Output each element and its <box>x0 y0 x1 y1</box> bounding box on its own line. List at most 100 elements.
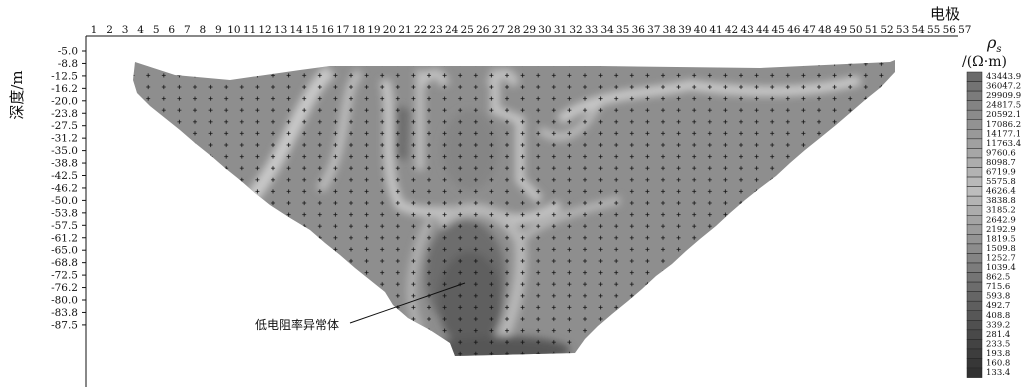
legend-value: 2192.9 <box>986 225 1016 235</box>
legend-value: 862.5 <box>986 273 1010 283</box>
depth-ticks: -5.0-8.8-12.5-16.2-20.0-23.8-27.5-31.2-3… <box>51 46 86 331</box>
legend-value: 17086.2 <box>986 120 1021 130</box>
electrode-label: 37 <box>647 24 660 36</box>
electrode-label: 46 <box>787 24 801 36</box>
electrode-label: 57 <box>958 24 971 36</box>
electrode-label: 49 <box>834 24 847 36</box>
legend-value: 14177.1 <box>986 129 1021 139</box>
electrode-label: 29 <box>523 24 536 36</box>
legend-swatch <box>966 224 983 235</box>
legend-value: 193.8 <box>986 349 1010 359</box>
legend-subscript: s <box>996 44 1001 55</box>
legend-value: 3185.2 <box>986 206 1016 216</box>
depth-label: -42.5 <box>51 170 78 182</box>
electrode-label: 39 <box>678 24 691 36</box>
depth-label: -27.5 <box>51 120 78 132</box>
legend-value: 20592.1 <box>986 110 1021 120</box>
electrode-label: 23 <box>429 24 442 36</box>
legend-value: 1819.5 <box>986 234 1016 244</box>
depth-label: -20.0 <box>51 95 78 107</box>
legend-swatch <box>966 100 983 111</box>
electrode-label: 9 <box>215 24 222 36</box>
legend-value: 4626.4 <box>986 187 1016 197</box>
electrode-label: 30 <box>538 24 551 36</box>
electrode-label: 22 <box>414 24 427 36</box>
legend-value: 492.7 <box>986 301 1010 311</box>
electrode-label: 51 <box>865 24 878 36</box>
electrode-label: 21 <box>398 24 411 36</box>
electrode-label: 45 <box>772 24 785 36</box>
electrode-label: 48 <box>818 24 831 36</box>
electrode-label: 36 <box>632 24 646 36</box>
electrode-label: 18 <box>352 24 365 36</box>
electrode-label: 31 <box>554 24 567 36</box>
legend-value: 43443.9 <box>986 72 1021 82</box>
legend-value: 2642.9 <box>986 215 1016 225</box>
legend-value: 1039.4 <box>986 263 1016 273</box>
legend-swatch <box>966 81 983 92</box>
legend-swatch <box>966 215 983 226</box>
legend-swatch <box>966 167 983 178</box>
depth-label: -31.2 <box>51 133 78 145</box>
electrode-axis-label: 电极 <box>930 5 960 23</box>
electrode-label: 1 <box>91 24 98 36</box>
depth-label: -53.8 <box>51 207 78 219</box>
electrode-label: 40 <box>694 24 707 36</box>
legend-rho: ρ <box>986 33 997 52</box>
resistivity-section <box>133 60 895 356</box>
depth-label: -87.5 <box>51 319 78 331</box>
legend-swatch <box>966 367 983 378</box>
depth-label: -23.8 <box>51 108 78 120</box>
depth-label: -16.2 <box>51 83 78 95</box>
depth-label: -68.8 <box>51 257 78 269</box>
depth-label: -80.0 <box>51 295 78 307</box>
legend-value: 3838.8 <box>986 196 1016 206</box>
electrode-label: 11 <box>243 24 256 36</box>
electrode-label: 52 <box>880 24 893 36</box>
electrode-label: 38 <box>663 24 676 36</box>
electrode-label: 28 <box>507 24 520 36</box>
electrode-label: 25 <box>461 24 474 36</box>
electrode-label: 15 <box>305 24 318 36</box>
legend-swatch <box>966 262 983 273</box>
legend-swatch <box>966 243 983 254</box>
electrode-label: 55 <box>927 24 940 36</box>
electrode-label: 35 <box>616 24 629 36</box>
depth-label: -76.2 <box>51 282 78 294</box>
legend-swatch <box>966 176 983 187</box>
electrode-label: 56 <box>943 24 957 36</box>
legend-swatch <box>966 291 983 302</box>
legend-value: 6719.9 <box>986 168 1016 178</box>
depth-label: -12.5 <box>51 70 78 82</box>
electrode-label: 24 <box>445 24 459 36</box>
depth-label: -61.2 <box>51 232 78 244</box>
legend-value: 233.5 <box>986 339 1010 349</box>
annotation-leader <box>349 282 466 324</box>
legend-swatch <box>966 71 983 82</box>
legend-swatch <box>966 281 983 292</box>
legend-value: 339.2 <box>986 320 1010 330</box>
depth-axis-label: 深度/m <box>8 70 26 119</box>
legend-swatch <box>966 358 983 369</box>
electrode-label: 26 <box>476 24 490 36</box>
legend-swatch <box>966 234 983 245</box>
legend-swatch <box>966 186 983 197</box>
legend-swatch <box>966 90 983 101</box>
legend-value: 133.4 <box>986 368 1010 378</box>
legend-value: 715.6 <box>986 282 1010 292</box>
legend-swatch <box>966 339 983 350</box>
legend-value: 29909.9 <box>986 91 1021 101</box>
electrode-label: 44 <box>756 24 770 36</box>
electrode-label: 33 <box>585 24 598 36</box>
legend-scale: 43443.936047.229909.924817.520592.117086… <box>966 71 1021 378</box>
legend-symbol: ρs <box>986 33 1002 55</box>
electrode-label: 53 <box>896 24 909 36</box>
legend-swatch <box>966 348 983 359</box>
legend-swatch <box>966 129 983 140</box>
electrode-label: 20 <box>383 24 396 36</box>
electrode-label: 50 <box>849 24 862 36</box>
legend-value: 36047.2 <box>986 82 1021 92</box>
legend-value: 408.8 <box>986 311 1010 321</box>
anomaly-annotation: 低电阻率异常体 <box>255 317 339 332</box>
electrode-label: 2 <box>106 24 113 36</box>
